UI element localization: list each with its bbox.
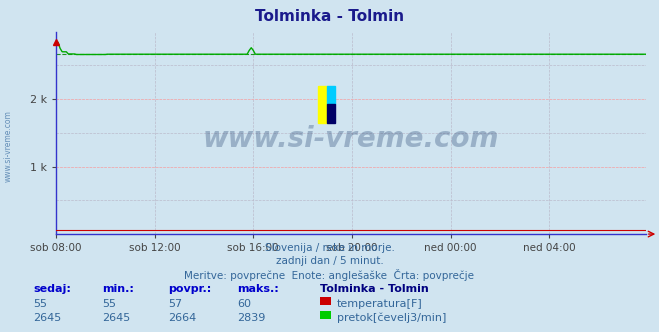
Bar: [327, 86, 335, 105]
Text: Slovenija / reke in morje.: Slovenija / reke in morje.: [264, 243, 395, 253]
Text: www.si-vreme.com: www.si-vreme.com: [203, 125, 499, 153]
Text: 2645: 2645: [33, 313, 61, 323]
Text: 2839: 2839: [237, 313, 266, 323]
Text: Tolminka - Tolmin: Tolminka - Tolmin: [320, 284, 428, 294]
Text: temperatura[F]: temperatura[F]: [337, 299, 422, 309]
Text: Tolminka - Tolmin: Tolminka - Tolmin: [255, 9, 404, 24]
Bar: [318, 86, 327, 123]
Text: 2645: 2645: [102, 313, 130, 323]
Text: 55: 55: [33, 299, 47, 309]
Text: 60: 60: [237, 299, 251, 309]
Text: povpr.:: povpr.:: [168, 284, 212, 294]
Text: min.:: min.:: [102, 284, 134, 294]
Text: Meritve: povprečne  Enote: anglešaške  Črta: povprečje: Meritve: povprečne Enote: anglešaške Črt…: [185, 269, 474, 281]
Text: 2664: 2664: [168, 313, 196, 323]
Text: 55: 55: [102, 299, 116, 309]
Text: zadnji dan / 5 minut.: zadnji dan / 5 minut.: [275, 256, 384, 266]
Bar: [327, 105, 335, 123]
Text: sedaj:: sedaj:: [33, 284, 71, 294]
Text: 57: 57: [168, 299, 182, 309]
Text: maks.:: maks.:: [237, 284, 279, 294]
Text: www.si-vreme.com: www.si-vreme.com: [4, 110, 13, 182]
Text: pretok[čevelj3/min]: pretok[čevelj3/min]: [337, 313, 446, 323]
